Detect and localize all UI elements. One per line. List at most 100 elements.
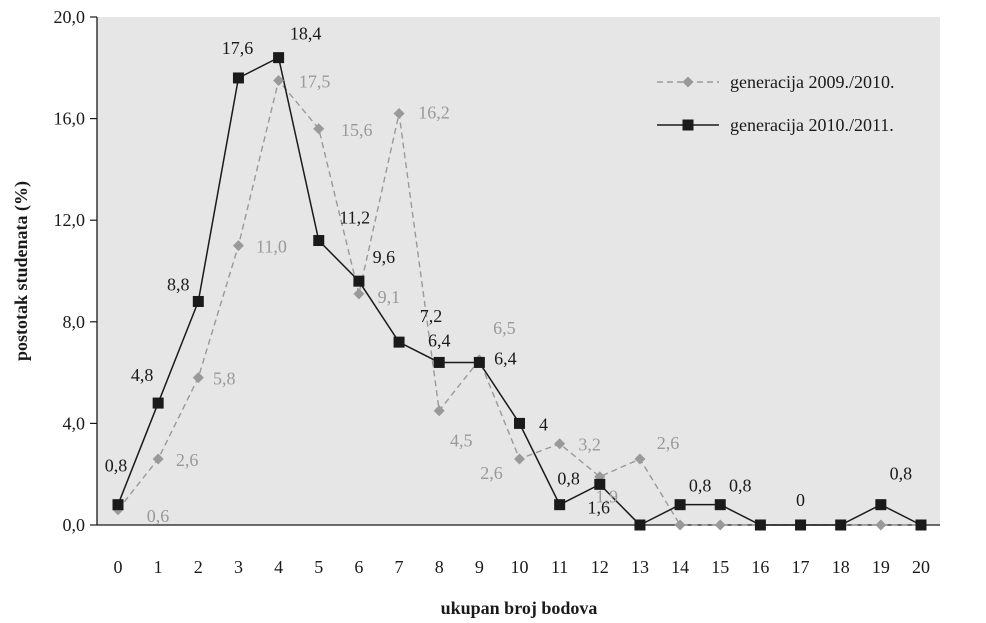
y-axis-title: postotak studenata (%): [11, 181, 32, 361]
legend-label-2010: generacija 2010./2011.: [730, 115, 894, 135]
data-label-2010: 18,4: [290, 24, 322, 44]
x-tick-label: 15: [711, 557, 729, 577]
data-point-2010: [514, 417, 525, 429]
x-axis-title: ukupan broj bodova: [441, 598, 598, 618]
data-point-2009: [273, 75, 285, 86]
data-label-2010: 0,8: [105, 456, 128, 476]
x-tick-label: 7: [395, 557, 404, 577]
data-point-2010: [393, 336, 405, 348]
x-tick-label: 20: [912, 557, 930, 577]
x-tick-label: 11: [551, 557, 568, 577]
data-point-2009: [674, 519, 686, 531]
data-label-2010: 4,8: [131, 365, 154, 385]
data-point-2010: [875, 499, 887, 511]
x-tick-label: 8: [435, 557, 444, 577]
data-point-2010: [433, 356, 445, 368]
data-point-2010: [714, 499, 726, 511]
data-point-2010: [915, 519, 927, 531]
data-label-2009: 5,8: [213, 369, 236, 389]
data-point-2010: [554, 499, 566, 511]
legend-marker-2010: [682, 119, 694, 131]
data-point-2009: [433, 405, 445, 417]
data-point-2009: [875, 519, 887, 531]
data-label-2009: 1,9: [596, 487, 619, 507]
data-point-2010: [192, 295, 204, 307]
data-label-2010: 7,2: [420, 306, 443, 326]
data-point-2010: [795, 519, 807, 531]
data-label-2010: 0,8: [729, 476, 752, 496]
x-tick-label: 1: [154, 557, 163, 577]
data-label-2009: 11,0: [256, 237, 287, 257]
data-point-2009: [714, 519, 726, 531]
data-label-2010: 17,6: [222, 38, 254, 58]
data-labels: 0,6 2,6 5,8 11,0 17,5 15,6 9,1 16,2 4,5 6,5 2,6 3,2…: [105, 24, 912, 526]
data-label-2009: 2,6: [480, 463, 503, 483]
data-label-2009: 2,6: [657, 433, 680, 453]
data-label-2009: 2,6: [176, 450, 199, 470]
y-tick-label: 20,0: [54, 7, 86, 27]
data-point-2010: [634, 519, 646, 531]
legend-item-2009: generacija 2009./2010.: [657, 72, 894, 92]
data-label-2010: 9,6: [373, 247, 396, 267]
data-label-2010: 4: [539, 414, 548, 434]
x-tick-label: 4: [274, 557, 283, 577]
data-point-2009: [313, 123, 325, 135]
x-tick-label: 16: [751, 557, 769, 577]
data-label-2010: 0: [796, 490, 805, 510]
data-label-2009: 9,1: [378, 287, 401, 307]
data-point-2009: [554, 438, 566, 450]
x-tick-label: 5: [314, 557, 323, 577]
data-point-2010: [353, 275, 365, 287]
data-point-2010: [754, 519, 766, 531]
axes: 0,04,08,012,016,020,00 1 2 3 4 5 6 7 8 9 10 11 12 13 1…: [54, 7, 940, 577]
y-tick-label: 16,0: [54, 109, 86, 129]
data-point-2010: [232, 72, 244, 84]
data-point-2010: [273, 52, 285, 64]
data-point-2010: [594, 478, 606, 490]
data-label-2010: 1,6: [588, 497, 611, 517]
data-point-2010: [112, 499, 124, 511]
data-label-2009: 17,5: [299, 72, 331, 92]
data-label-2009: 0,6: [147, 506, 170, 526]
data-point-2009: [634, 453, 646, 465]
y-tick-label: 8,0: [63, 312, 86, 332]
legend-marker-2009: [682, 76, 694, 88]
data-point-2009: [514, 453, 525, 465]
x-tick-label: 18: [832, 557, 850, 577]
data-point-2010: [674, 499, 686, 511]
legend: generacija 2009./2010. generacija 2010./…: [657, 72, 894, 135]
data-label-2009: 16,2: [418, 103, 450, 123]
data-point-2010: [835, 519, 847, 531]
data-point-2009: [152, 453, 164, 465]
y-tick-label: 12,0: [54, 210, 86, 230]
data-point-2010: [473, 356, 485, 368]
x-tick-label: 19: [872, 557, 890, 577]
data-label-2010: 8,8: [167, 274, 190, 294]
data-label-2010: 6,4: [428, 330, 451, 350]
data-label-2009: 4,5: [450, 431, 473, 451]
x-tick-label: 14: [671, 557, 689, 577]
legend-label-2009: generacija 2009./2010.: [730, 72, 894, 92]
x-tick-label: 9: [475, 557, 484, 577]
y-tick-label: 0,0: [63, 515, 86, 535]
data-label-2010: 6,4: [494, 348, 517, 368]
data-label-2009: 3,2: [578, 435, 601, 455]
data-point-2009: [232, 240, 244, 252]
x-tick-label: 2: [194, 557, 203, 577]
data-point-2010: [152, 397, 164, 409]
x-tick-label: 0: [114, 557, 123, 577]
x-tick-label: 17: [792, 557, 810, 577]
legend-item-2010: generacija 2010./2011.: [657, 115, 894, 135]
series-layer: [112, 52, 927, 531]
data-label-2009: 15,6: [341, 120, 373, 140]
data-label-2010: 0,8: [557, 469, 580, 489]
x-tick-label: 3: [234, 557, 243, 577]
data-point-2010: [313, 235, 325, 247]
data-point-2009: [393, 108, 405, 120]
x-tick-label: 13: [631, 557, 649, 577]
data-label-2010: 0,8: [890, 464, 913, 484]
x-tick-label: 12: [591, 557, 609, 577]
y-tick-label: 4,0: [63, 413, 86, 433]
data-label-2010: 0,8: [689, 476, 712, 496]
